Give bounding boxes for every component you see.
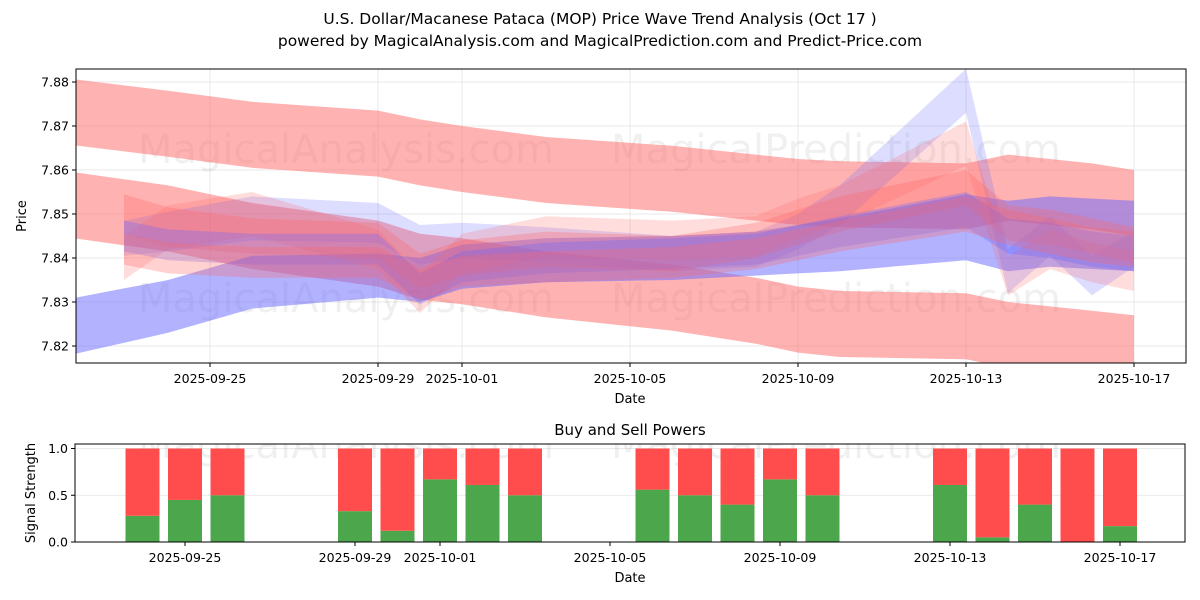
buy-bar — [380, 530, 415, 542]
lower-blue-band — [76, 194, 1134, 354]
signal-yticks: 0.0 0.5 1.0 — [48, 441, 75, 550]
signal-xlabel: Date — [614, 571, 645, 586]
sell-bar — [720, 448, 755, 505]
buy-bar — [465, 484, 500, 542]
sell-bar — [635, 448, 670, 490]
price-ytick-label: 7.84 — [41, 251, 69, 266]
price-ytick-label: 7.82 — [41, 339, 69, 354]
price-xtick-label: 2025-09-25 — [174, 371, 247, 386]
upper-red-band — [76, 79, 1134, 236]
buy-bar — [1018, 504, 1052, 542]
sell-bar — [423, 448, 457, 480]
buy-bar — [168, 499, 202, 542]
chart-subtitle: powered by MagicalAnalysis.com and Magic… — [277, 32, 923, 50]
price-xtick-label: 2025-10-17 — [1098, 371, 1171, 386]
signal-ytick-label: 1.0 — [48, 441, 68, 456]
signal-ylabel: Signal Strength — [24, 443, 39, 543]
price-ytick-label: 7.88 — [41, 75, 69, 90]
buy-bar — [678, 495, 712, 542]
buy-bar — [933, 484, 967, 542]
signal-ytick-label: 0.0 — [48, 535, 68, 550]
sell-bar — [933, 448, 967, 485]
mid-purple-band-1 — [124, 192, 1134, 305]
price-ytick-label: 7.87 — [41, 119, 69, 134]
price-xlabel: Date — [614, 392, 645, 407]
buy-bar — [720, 504, 755, 542]
chart-title: U.S. Dollar/Macanese Pataca (MOP) Price … — [323, 10, 877, 28]
price-ytick-label: 7.85 — [41, 207, 69, 222]
mid-red-band-2 — [124, 196, 1134, 300]
price-ylabel: Price — [15, 200, 30, 232]
sell-bar — [805, 448, 840, 496]
sell-bar — [1060, 448, 1095, 542]
mid-red-band-1 — [124, 170, 1134, 289]
price-ytick-label: 7.86 — [41, 163, 69, 178]
sell-bar — [508, 448, 542, 496]
light-blue-band — [124, 69, 1134, 296]
buy-bar — [763, 479, 797, 542]
signal-xtick-label: 2025-10-17 — [1084, 550, 1157, 565]
buy-bar — [805, 495, 840, 542]
signal-xtick-label: 2025-10-01 — [404, 550, 477, 565]
price-xtick-label: 2025-10-13 — [930, 371, 1003, 386]
price-xtick-label: 2025-10-09 — [762, 371, 835, 386]
sell-bar — [975, 448, 1010, 538]
buy-bar — [210, 495, 245, 542]
sell-bar — [678, 448, 712, 496]
signal-ytick-label: 0.5 — [48, 488, 68, 503]
sell-bar — [210, 448, 245, 496]
signal-xtick-label: 2025-10-09 — [744, 550, 817, 565]
sell-bar — [1018, 448, 1052, 505]
price-ytick-label: 7.83 — [41, 295, 69, 310]
buy-bar — [635, 489, 670, 542]
sell-bar — [338, 448, 372, 512]
signal-axes-frame — [74, 443, 1186, 543]
price-bands — [76, 69, 1134, 363]
price-xtick-label: 2025-10-05 — [594, 371, 667, 386]
price-axes-frame — [75, 68, 1187, 364]
signal-xtick-label: 2025-09-29 — [319, 550, 392, 565]
sell-bar — [125, 448, 160, 516]
buy-bar — [975, 537, 1010, 542]
sell-bar — [380, 448, 415, 531]
light-red-band — [124, 121, 1134, 313]
signal-chart-title: Buy and Sell Powers — [554, 421, 706, 439]
sell-bar — [168, 448, 202, 500]
buy-bar — [338, 511, 372, 542]
signal-bars — [125, 448, 1137, 542]
sell-bar — [763, 448, 797, 480]
price-xticks: 2025-09-25 2025-09-29 2025-10-01 2025-10-05… — [174, 363, 1171, 386]
buy-bar — [1103, 526, 1137, 542]
signal-xtick-label: 2025-10-13 — [914, 550, 987, 565]
sell-bar — [465, 448, 500, 485]
sell-bar — [1103, 448, 1137, 527]
buy-bar — [125, 515, 160, 542]
signal-xticks: 2025-09-25 2025-09-29 2025-10-01 2025-10-05… — [149, 542, 1157, 565]
buy-bar — [508, 495, 542, 542]
signal-xtick-label: 2025-10-05 — [574, 550, 647, 565]
price-yticks: 7.82 7.83 7.84 7.85 7.86 7.87 7.88 — [41, 75, 76, 354]
price-xtick-label: 2025-09-29 — [342, 371, 415, 386]
buy-bar — [423, 479, 457, 542]
price-xtick-label: 2025-10-01 — [426, 371, 499, 386]
signal-xtick-label: 2025-09-25 — [149, 550, 222, 565]
